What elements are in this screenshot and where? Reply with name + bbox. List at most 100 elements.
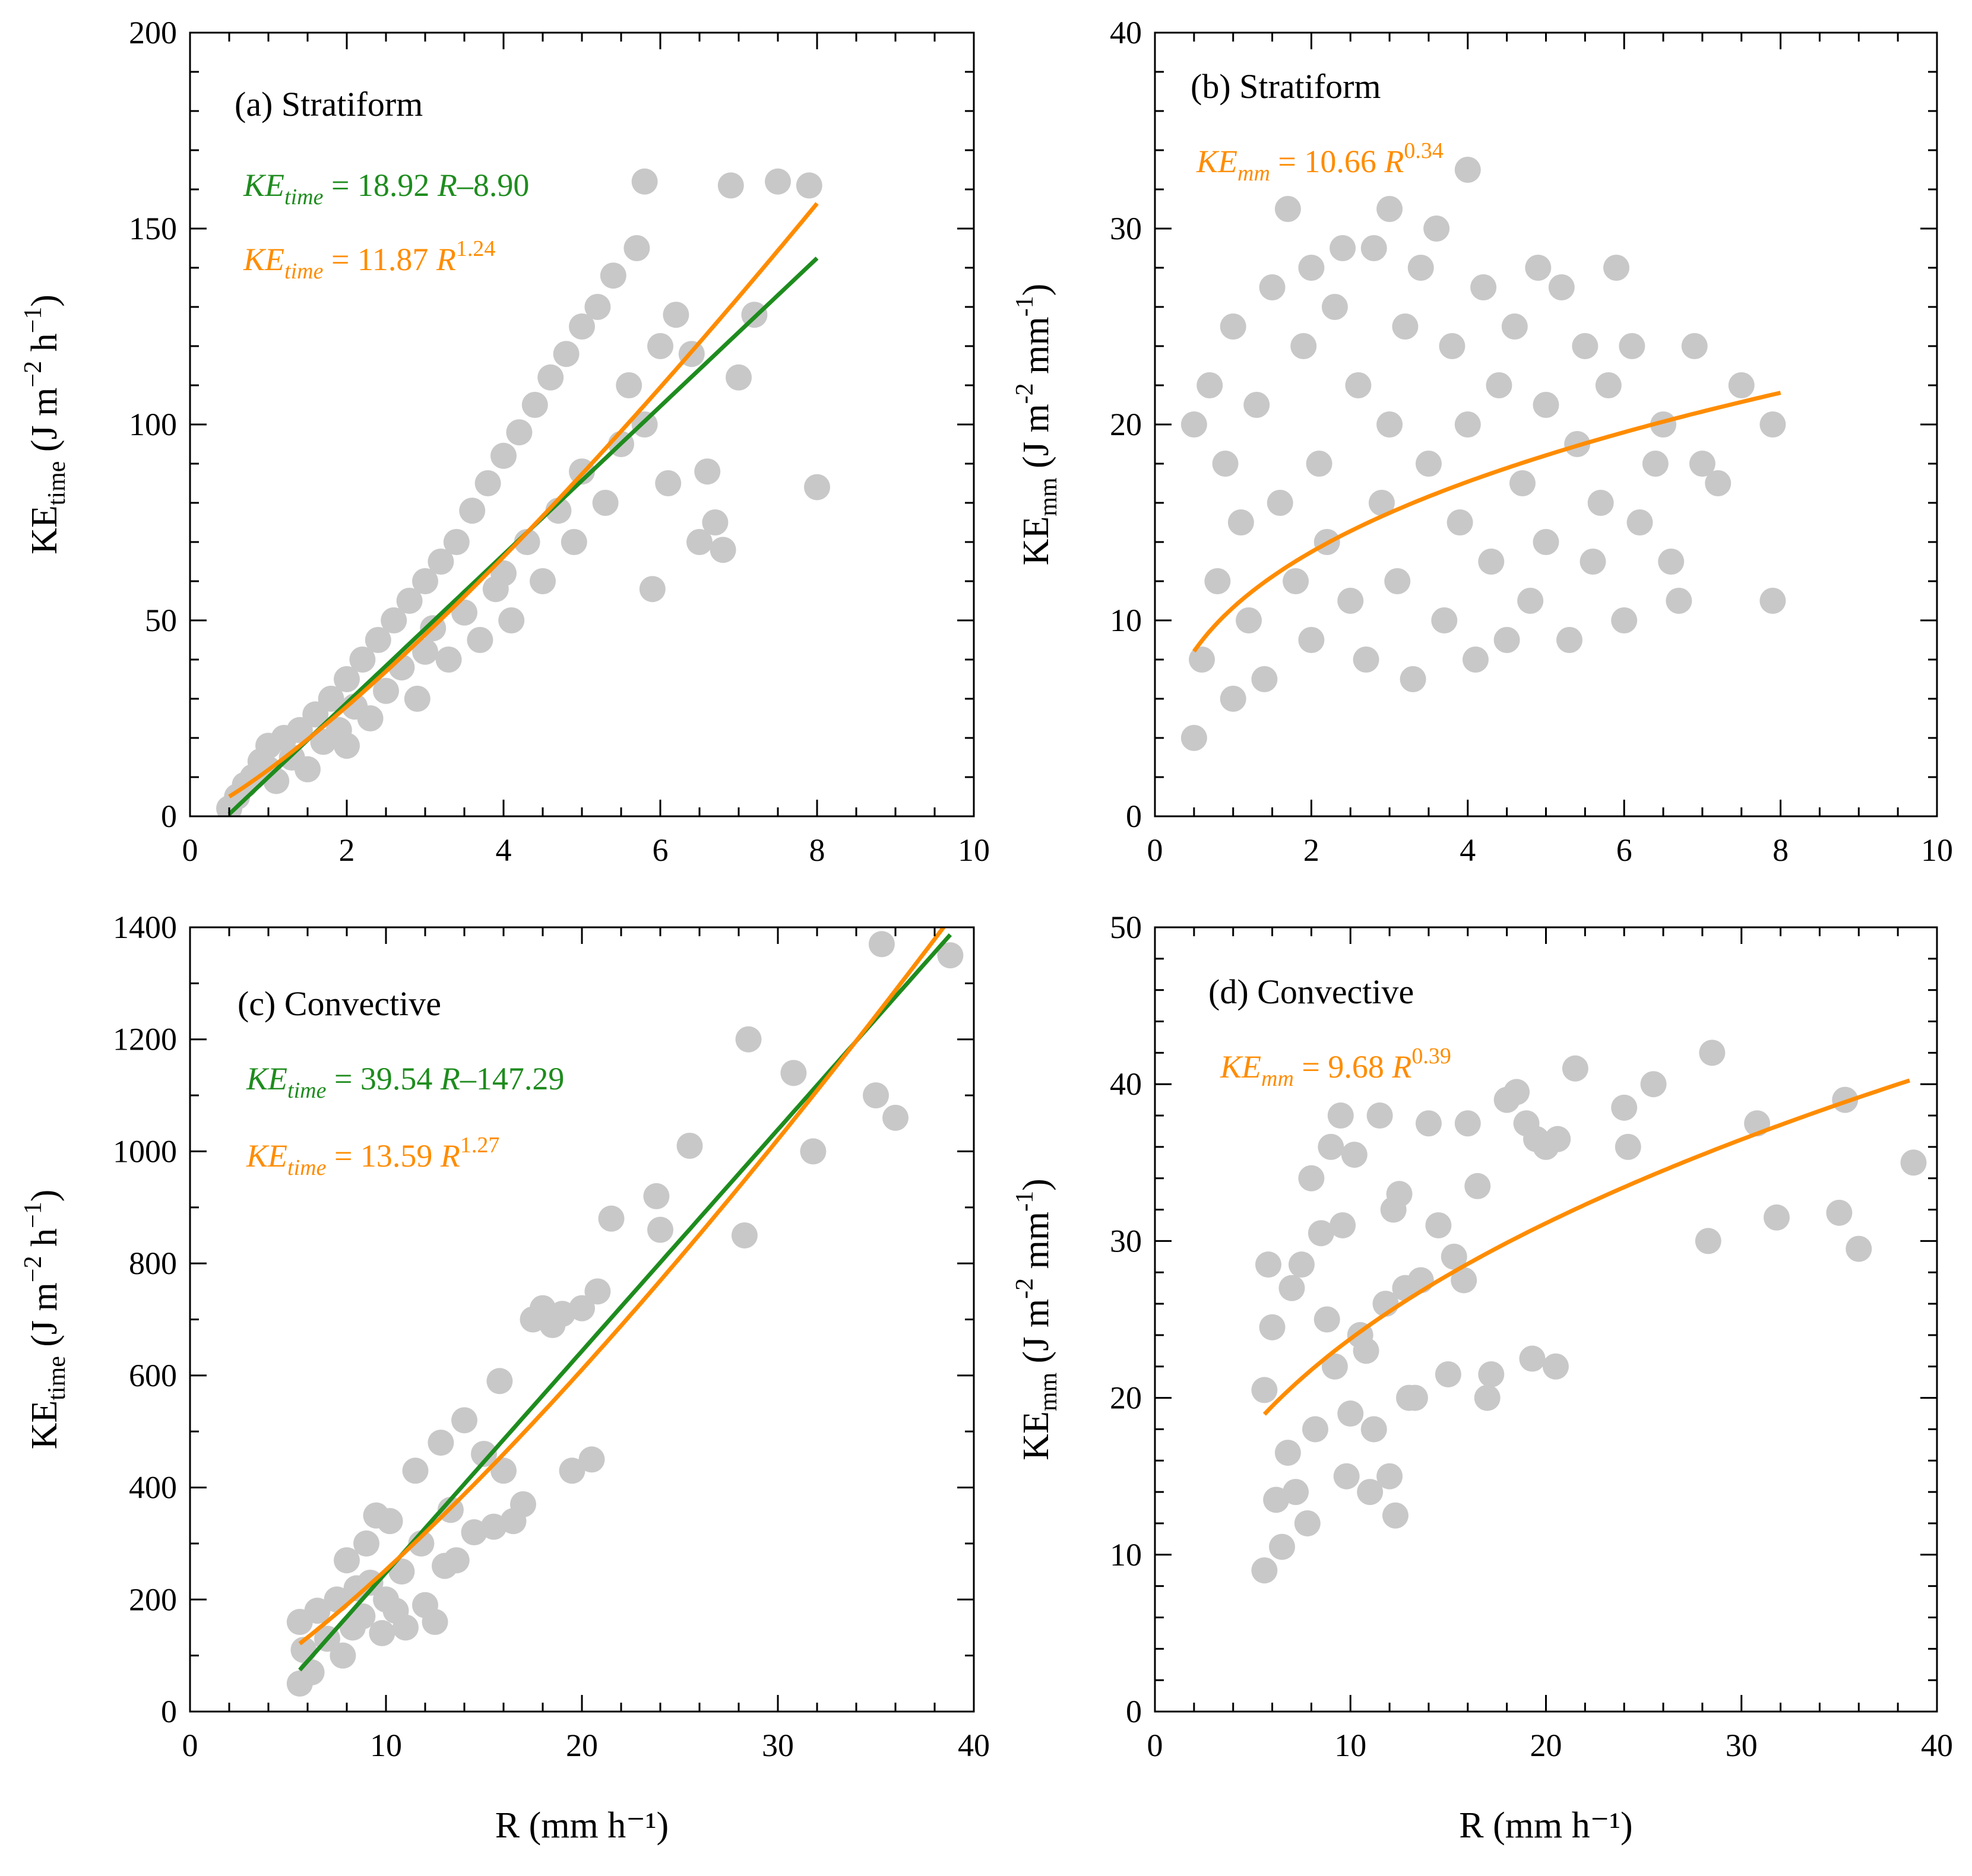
data-point: [1294, 1510, 1321, 1536]
y-tick-label: 10: [1110, 603, 1142, 638]
data-point: [1501, 313, 1528, 340]
data-point: [1345, 372, 1372, 398]
panel-label: (c) Convective: [238, 984, 441, 1023]
data-point: [471, 1440, 497, 1467]
y-tick-label: 30: [1110, 1223, 1142, 1259]
x-tick-label: 4: [1460, 832, 1476, 868]
y-tick-label: 20: [1110, 1380, 1142, 1416]
y-tick-label: 0: [1126, 798, 1142, 834]
y-axis-label-main: KE: [24, 505, 65, 554]
data-point: [1658, 549, 1685, 575]
data-point: [1415, 451, 1442, 477]
data-point: [396, 588, 423, 614]
data-point: [1525, 255, 1552, 281]
y-axis-label-subscript: mm: [1035, 477, 1062, 516]
data-point: [1470, 274, 1497, 300]
data-point: [796, 172, 822, 199]
data-point: [647, 1216, 673, 1243]
data-point: [1180, 411, 1207, 438]
x-tick-label: 40: [958, 1728, 990, 1763]
y-tick-label: 150: [129, 211, 177, 246]
y-axis-label-main: KE: [1016, 516, 1056, 566]
equation-r: R: [440, 1138, 460, 1174]
data-point: [1759, 411, 1786, 438]
data-point: [1269, 1533, 1296, 1560]
data-point: [480, 1513, 507, 1540]
equation-r: R: [1391, 1049, 1411, 1085]
data-point: [1376, 196, 1403, 222]
data-point: [623, 235, 650, 261]
data-point: [1556, 627, 1583, 653]
data-point: [1603, 255, 1630, 281]
fit-equation: KEtime = 13.59 R1.27: [246, 1133, 499, 1180]
data-point: [569, 1295, 595, 1322]
scatter-points: [1180, 157, 1786, 751]
data-point: [1451, 1267, 1477, 1294]
equation-ke: KE: [1220, 1049, 1261, 1085]
data-point: [1446, 509, 1473, 535]
y-axis-label-exponent2: -1: [1011, 1191, 1039, 1212]
data-point: [1386, 1181, 1413, 1208]
y-axis-label-unit2: h: [24, 1228, 65, 1256]
data-point: [1353, 1338, 1379, 1364]
equation-coefficient: = 9.68: [1294, 1049, 1392, 1085]
scatter-points: [216, 168, 830, 816]
equation-subscript: time: [284, 259, 324, 284]
data-point: [1401, 1384, 1428, 1411]
x-tick-label: 6: [1616, 832, 1632, 868]
data-point: [365, 627, 391, 653]
data-point: [1826, 1199, 1853, 1226]
x-tick-label: 10: [370, 1728, 402, 1763]
y-tick-label: 800: [129, 1246, 177, 1281]
data-point: [1180, 725, 1207, 751]
data-point: [631, 168, 658, 195]
y-axis-label-main: KE: [1016, 1411, 1056, 1460]
data-point: [435, 647, 462, 673]
equation-r: R: [1384, 144, 1404, 179]
y-axis-label-exponent: −2: [20, 1256, 47, 1282]
equation-subscript: mm: [1237, 161, 1270, 186]
data-point: [1384, 568, 1411, 594]
equation-subscript: time: [287, 1078, 327, 1103]
x-tick-label: 40: [1921, 1728, 1953, 1763]
x-tick-label: 4: [496, 832, 512, 868]
equation-ke: KE: [246, 1061, 287, 1097]
x-tick-label: 0: [182, 832, 198, 868]
y-axis-label: KEmm (J m-2 mm-1): [1011, 284, 1062, 566]
data-point: [1330, 1212, 1356, 1238]
x-axis-label: R (mm h⁻¹): [495, 1805, 669, 1846]
x-tick-label: 10: [958, 832, 990, 868]
y-axis-label-unit: (J m: [1016, 1299, 1056, 1373]
plot-frame: [189, 31, 975, 817]
data-point: [510, 1491, 536, 1517]
y-axis-label-unit2: h: [24, 333, 65, 361]
data-point: [1400, 666, 1426, 692]
equation-intercept: –147.29: [460, 1061, 565, 1097]
data-point: [1376, 1463, 1403, 1490]
data-point: [1454, 157, 1481, 183]
data-point: [1544, 1126, 1571, 1152]
data-point: [569, 313, 595, 340]
equation-exponent: 0.39: [1411, 1044, 1451, 1069]
data-point: [694, 458, 721, 485]
data-point: [1274, 196, 1301, 222]
equation-exponent: 1.24: [456, 236, 496, 261]
data-point: [459, 497, 486, 524]
data-point: [1580, 549, 1606, 575]
x-tick-label: 0: [182, 1728, 198, 1763]
data-point: [1330, 235, 1356, 261]
data-point: [1306, 451, 1332, 477]
data-point: [1368, 490, 1395, 516]
data-point: [486, 1368, 513, 1395]
y-axis-label: KEtime (J m−2 h−1): [20, 1190, 71, 1450]
data-point: [726, 364, 752, 391]
y-axis-label-exponent2: −1: [20, 307, 47, 334]
equation-exponent: 1.27: [460, 1133, 500, 1158]
data-point: [1454, 411, 1481, 438]
data-point: [1640, 1071, 1667, 1098]
y-tick-label: 0: [161, 798, 177, 834]
power-fit-curve: [1262, 1078, 1911, 1416]
data-point: [1486, 372, 1512, 398]
data-point: [1464, 1172, 1491, 1199]
